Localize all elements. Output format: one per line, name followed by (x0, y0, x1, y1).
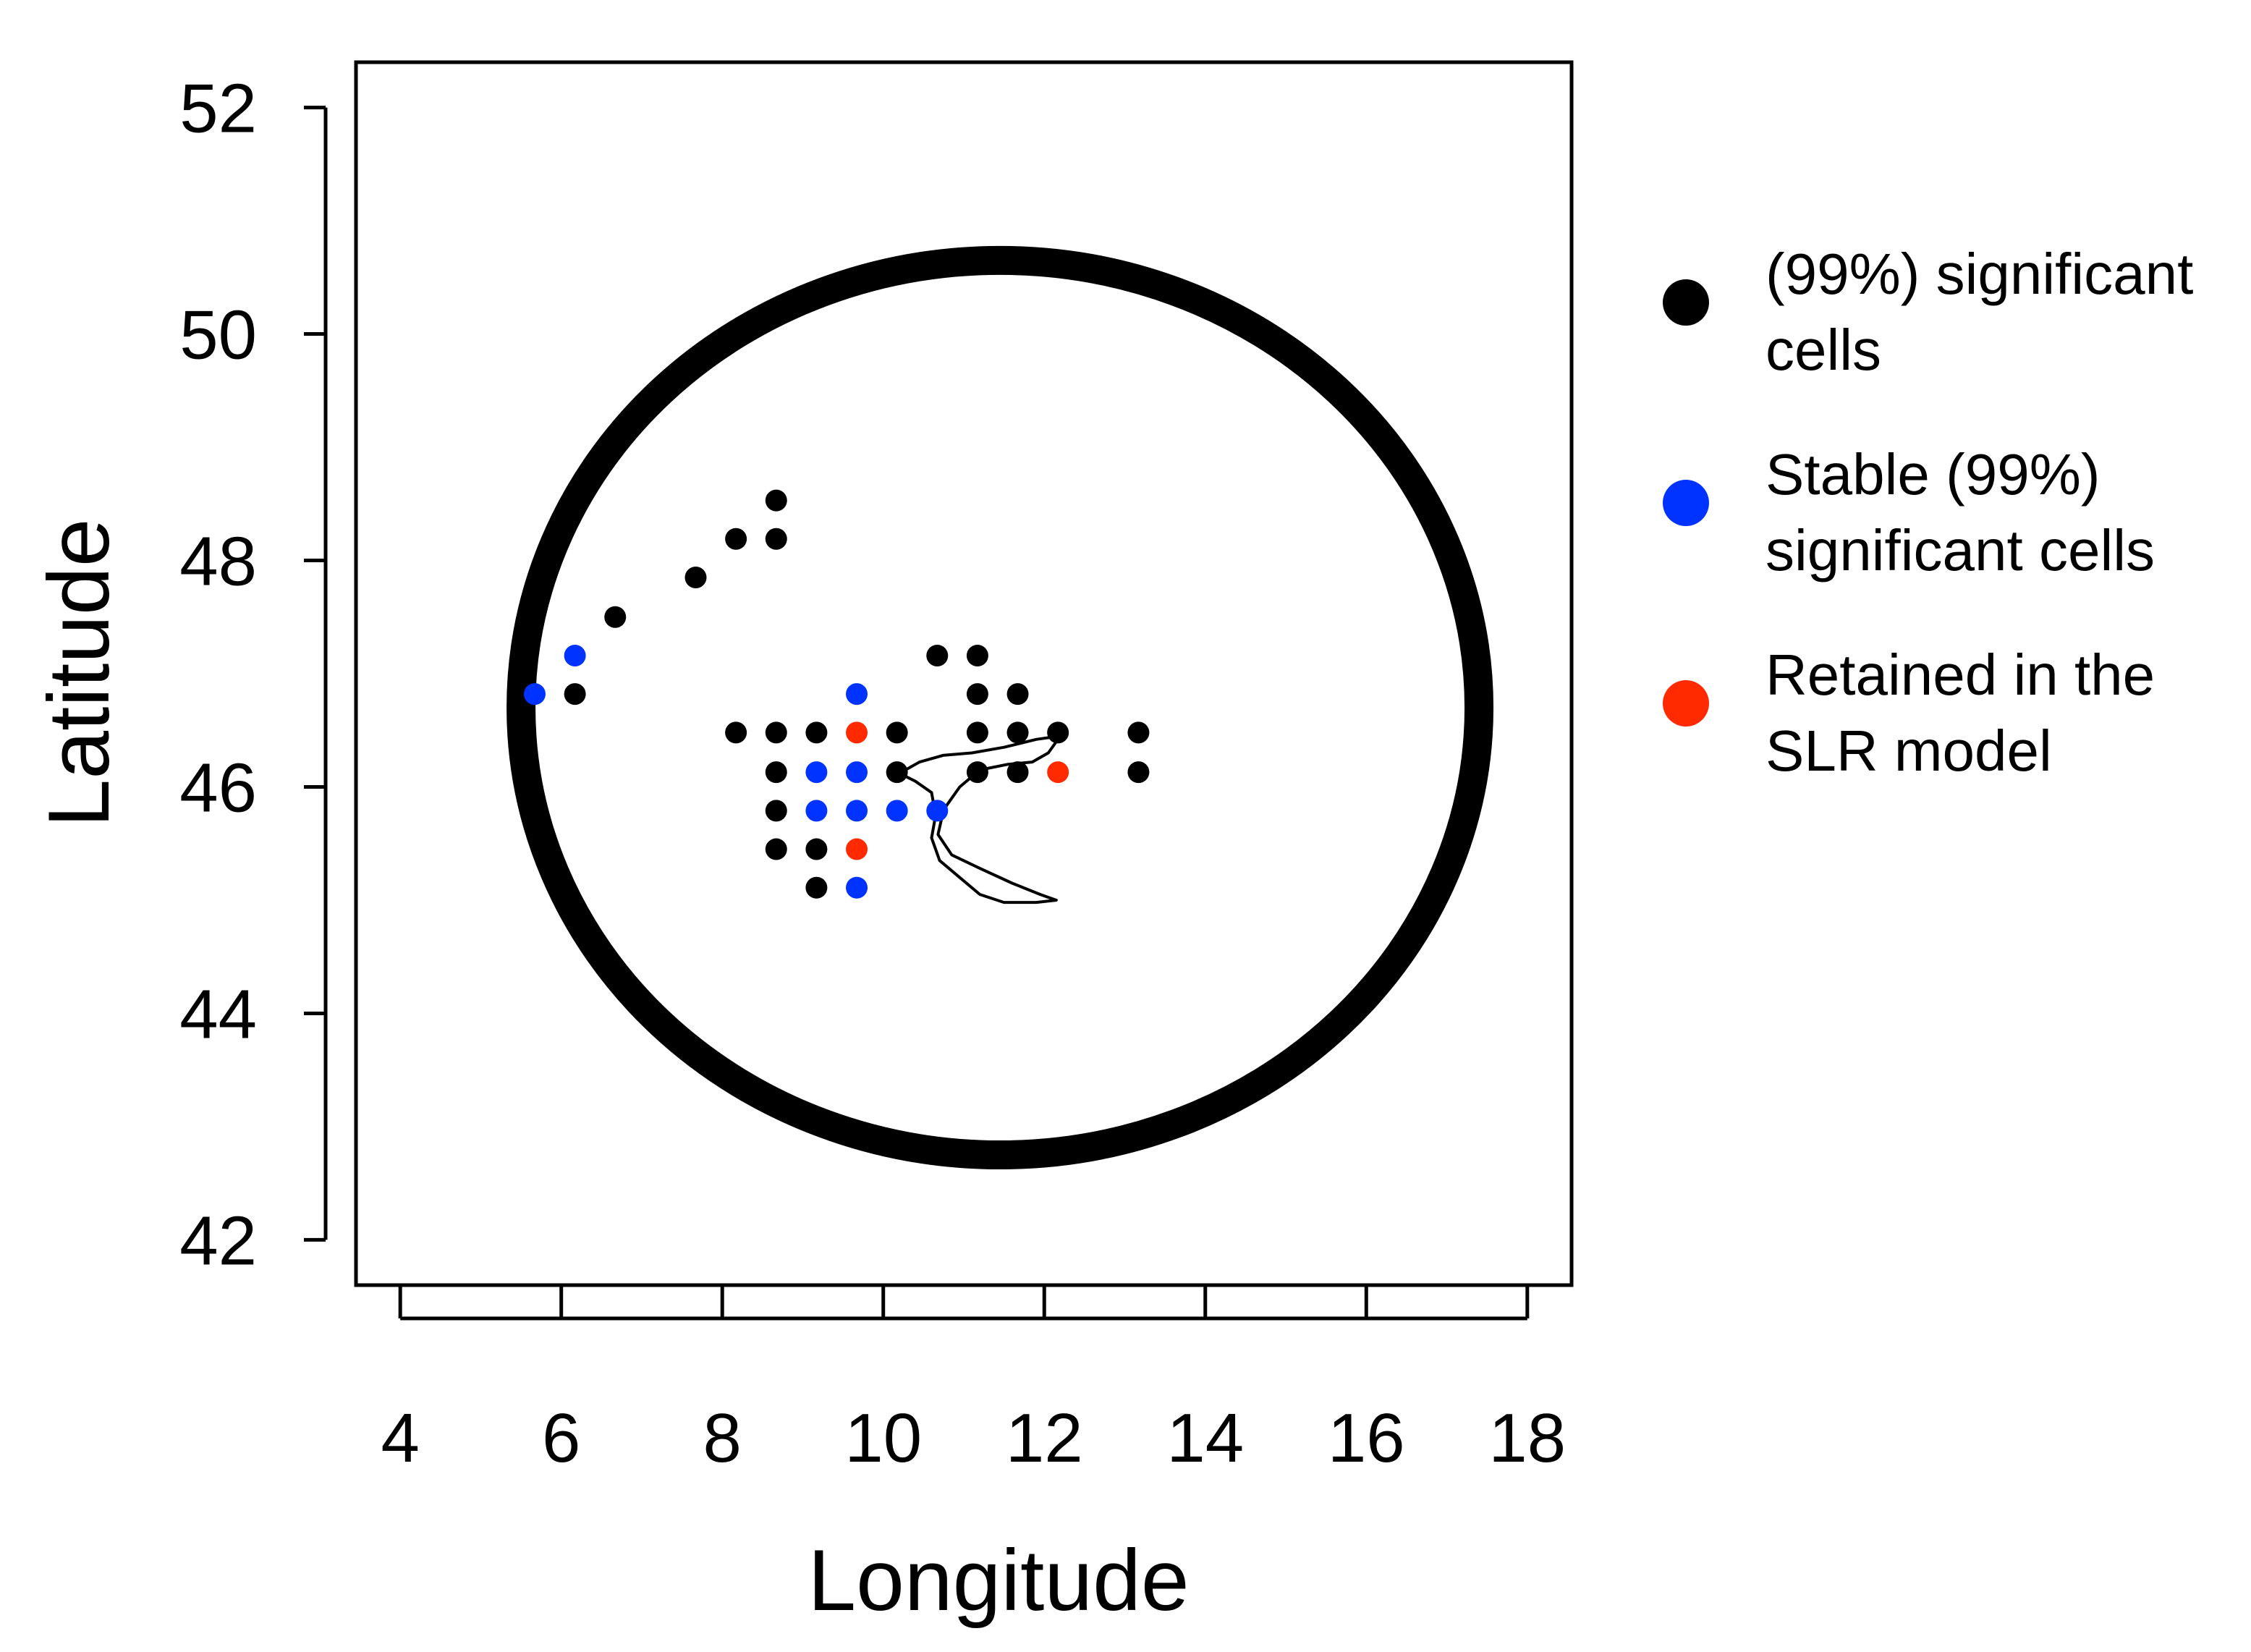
series-0-point (765, 489, 787, 512)
series-1-point (926, 800, 949, 822)
x-axis-title: Longitude (807, 1532, 1189, 1629)
x-tick-label: 12 (1006, 1399, 1083, 1477)
series-0-point (765, 838, 787, 860)
series-2-point (1047, 761, 1069, 784)
legend-label: (99%) significant (1765, 242, 2193, 306)
x-tick-label: 8 (703, 1399, 742, 1477)
study-area-ring (506, 245, 1494, 1170)
series-0-point (1006, 683, 1029, 706)
series-1-point (846, 761, 868, 784)
series-1-point (805, 761, 828, 784)
series-1-point (805, 800, 828, 822)
x-tick-label: 16 (1328, 1399, 1405, 1477)
series-1-point (846, 876, 868, 899)
legend-label: Retained in the (1765, 643, 2155, 707)
series-0-point (926, 644, 949, 666)
legend: (99%) significant cells Stable (99%) signif… (1663, 242, 2193, 783)
legend-label: Stable (99%) (1765, 442, 2100, 507)
x-tick-label: 10 (844, 1399, 922, 1477)
series-1-point (886, 800, 908, 822)
y-tick-label: 46 (179, 749, 257, 826)
series-0-point (725, 721, 747, 744)
series-0-point (966, 721, 988, 744)
legend-marker (1663, 279, 1709, 326)
legend-label: cells (1765, 318, 1881, 382)
x-tick-label: 14 (1166, 1399, 1244, 1477)
series-0-point (1127, 761, 1150, 784)
series-0-point (765, 800, 787, 822)
y-axis-title: Latitude (30, 518, 127, 827)
series-0-point (1127, 721, 1150, 744)
series-0-point (1047, 721, 1069, 744)
series-2-point (846, 838, 868, 860)
legend-item: (99%) significant cells (1663, 242, 2193, 382)
series-0-point (886, 721, 908, 744)
legend-label: SLR model (1765, 719, 2052, 783)
series-0-point (765, 528, 787, 550)
x-tick-label: 18 (1488, 1399, 1566, 1477)
y-tick-label: 52 (179, 70, 257, 148)
series-1-point (846, 683, 868, 706)
series-0-point (564, 683, 586, 706)
series-0-point (805, 838, 828, 860)
y-tick-label: 50 (179, 297, 257, 374)
series-1-point (846, 800, 868, 822)
series-0-point (886, 761, 908, 784)
series-1-point (564, 644, 586, 666)
series-0-point (684, 566, 707, 588)
plot-frame (354, 60, 1574, 1287)
x-tick-label: 6 (542, 1399, 580, 1477)
series-2-point (846, 721, 868, 744)
series-1-point (523, 683, 546, 706)
study-area-ring-shape (506, 245, 1494, 1170)
x-axis: 4 6 8 10 12 14 16 18 (381, 1286, 1566, 1477)
series-0-point (765, 721, 787, 744)
basin-boundary-line (898, 734, 1062, 905)
y-tick-label: 42 (179, 1202, 257, 1279)
y-tick-label: 44 (179, 975, 257, 1053)
x-tick-label: 4 (381, 1399, 419, 1477)
legend-label: significant cells (1765, 518, 2155, 583)
y-axis: 42 44 46 48 50 52 (179, 70, 328, 1279)
series-0-point (805, 721, 828, 744)
series-0-point (765, 761, 787, 784)
legend-item: Stable (99%) significant cells (1663, 442, 2155, 583)
series-0-point (805, 876, 828, 899)
legend-marker (1663, 680, 1709, 727)
series-0-point (725, 528, 747, 550)
legend-marker (1663, 480, 1709, 526)
series-0-point (966, 761, 988, 784)
basin-boundary (898, 734, 1062, 905)
legend-item: Retained in the SLR model (1663, 643, 2155, 783)
series-0-point (1006, 721, 1029, 744)
series-0-point (966, 683, 988, 706)
series-0-point (1006, 761, 1029, 784)
y-tick-label: 48 (179, 523, 257, 601)
data-points (523, 489, 1150, 899)
series-0-point (604, 606, 627, 628)
series-0-point (966, 644, 988, 666)
